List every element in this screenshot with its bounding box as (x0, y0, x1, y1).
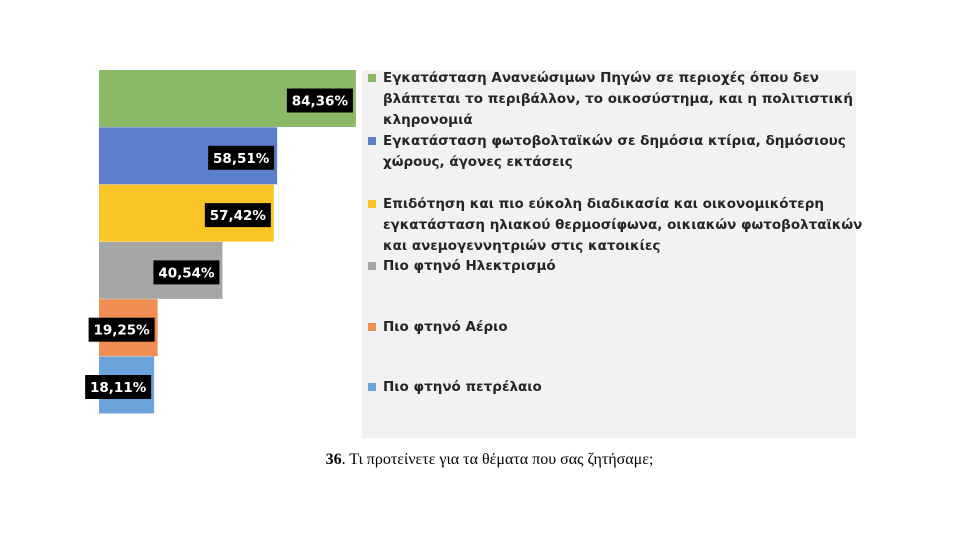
legend-background (362, 70, 856, 438)
legend-entry-4-line-1: Πιο φτηνό Ηλεκτρισμό (383, 258, 556, 274)
legend-entry-6-line-1: Πιο φτηνό πετρέλαιο (383, 379, 542, 395)
data-label-bg-3 (204, 203, 271, 228)
legend-entry-2-line-2: χώρους, άγονες εκτάσεις (383, 154, 573, 170)
legend-swatch-3 (368, 200, 376, 208)
legend-swatch-2 (368, 137, 376, 145)
value-labels-group: 84,36% 58,51% 57,42% 40,54% 19,25% 18,11% (85, 88, 353, 399)
caption-number: 36 (325, 451, 342, 468)
data-label-6: 18,11% (90, 380, 147, 396)
data-label-bg-5 (88, 317, 155, 342)
legend-swatch-6 (368, 383, 376, 391)
data-label-3: 57,42% (210, 208, 267, 224)
data-label-bg-1 (286, 88, 353, 113)
legend-entry-1-line-3: κληρονομιά (383, 112, 473, 128)
legend: Εγκατάσταση Ανανεώσιμων Πηγών σε περιοχέ… (368, 70, 862, 395)
data-label-2: 58,51% (213, 151, 270, 167)
legend-entry-3-line-1: Επιδότηση και πιο εύκολη διαδικασία και … (383, 196, 824, 212)
data-label-1: 84,36% (292, 94, 349, 110)
data-label-bg-2 (208, 145, 275, 170)
caption-text: . Τι προτείνετε για τα θέματα που σας ζη… (341, 451, 654, 468)
legend-entry-3-line-3: και ανεμογεννητριών στις κατοικίες (383, 238, 660, 254)
bars-group (99, 70, 356, 414)
data-label-5: 19,25% (93, 323, 150, 339)
legend-entry-3-line-2: εγκατάσταση ηλιακού θερμοσίφωνα, οικιακώ… (383, 217, 862, 233)
legend-swatch-5 (368, 323, 376, 331)
legend-swatch-4 (368, 262, 376, 270)
data-label-bg-6 (85, 375, 152, 399)
figure-caption: 36. Τι προτείνετε για τα θέματα που σας … (0, 451, 979, 469)
legend-entry-1-line-1: Εγκατάσταση Ανανεώσιμων Πηγών σε περιοχέ… (383, 70, 819, 86)
legend-swatch-1 (368, 74, 376, 82)
legend-entry-5-line-1: Πιο φτηνό Αέριο (383, 319, 508, 335)
data-label-bg-4 (153, 260, 220, 285)
legend-entry-1-line-2: βλάπτεται το περιβάλλον, το οικοσύστημα,… (383, 91, 853, 107)
legend-entry-2-line-1: Εγκατάσταση φωτοβολταϊκών σε δημόσια κτί… (383, 133, 846, 149)
data-label-4: 40,54% (158, 265, 215, 281)
